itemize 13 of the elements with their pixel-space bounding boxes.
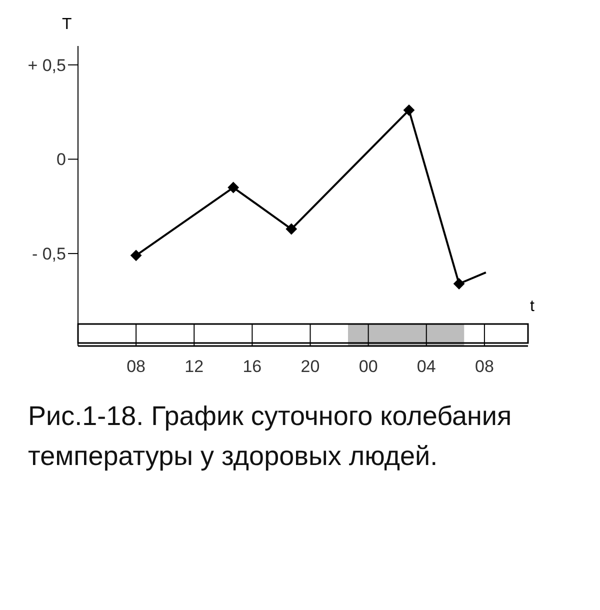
x-tick-label: 08	[126, 357, 146, 376]
x-tick-label: 12	[184, 357, 204, 376]
x-tick-label: 04	[416, 357, 436, 376]
y-tick-label: 0	[56, 150, 66, 170]
y-tick-label: + 0,5	[28, 56, 66, 75]
y-axis-title: T	[62, 16, 72, 34]
x-axis-title: t	[530, 298, 534, 316]
x-tick-label: 00	[358, 357, 378, 376]
x-tick-label: 20	[300, 357, 320, 376]
x-tick-label: 16	[242, 357, 262, 376]
y-tick-label: - 0,5	[32, 244, 66, 264]
x-tick-label: 08	[474, 357, 494, 376]
text: Рис.1-18. График суточного колебания температуры у здоровых людей.	[27, 400, 513, 473]
